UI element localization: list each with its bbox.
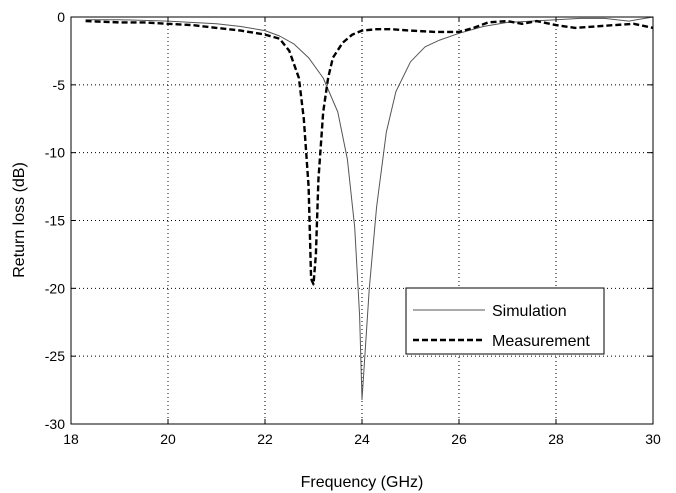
axis-ticks bbox=[70, 16, 654, 425]
x-tick-label: 24 bbox=[354, 431, 370, 447]
x-tick-label: 20 bbox=[160, 431, 176, 447]
legend: Simulation Measurement bbox=[405, 287, 605, 355]
series-line-measurement bbox=[85, 19, 654, 286]
legend-label-simulation: Simulation bbox=[492, 303, 567, 320]
legend-box bbox=[405, 287, 605, 355]
y-tick-label: -30 bbox=[45, 416, 65, 432]
legend-label-measurement: Measurement bbox=[492, 333, 590, 350]
y-axis-label: Return loss (dB) bbox=[11, 162, 28, 278]
x-tick-label: 18 bbox=[63, 431, 79, 447]
y-tick-label: -15 bbox=[45, 213, 65, 229]
x-axis-label: Frequency (GHz) bbox=[301, 474, 424, 491]
y-tick-label: -20 bbox=[45, 280, 65, 296]
tick-labels: 18 20 22 24 26 28 30 0 -5 -10 -15 -20 -25 -30 bbox=[45, 9, 661, 447]
series-layer bbox=[85, 16, 654, 401]
x-tick-label: 30 bbox=[645, 431, 661, 447]
y-tick-label: -25 bbox=[45, 348, 65, 364]
y-tick-label: -5 bbox=[53, 77, 66, 93]
x-tick-label: 26 bbox=[451, 431, 467, 447]
y-tick-label: 0 bbox=[57, 9, 65, 25]
series-line-simulation bbox=[85, 16, 654, 401]
x-tick-label: 28 bbox=[548, 431, 564, 447]
y-tick-label: -10 bbox=[45, 145, 65, 161]
x-tick-label: 22 bbox=[257, 431, 273, 447]
